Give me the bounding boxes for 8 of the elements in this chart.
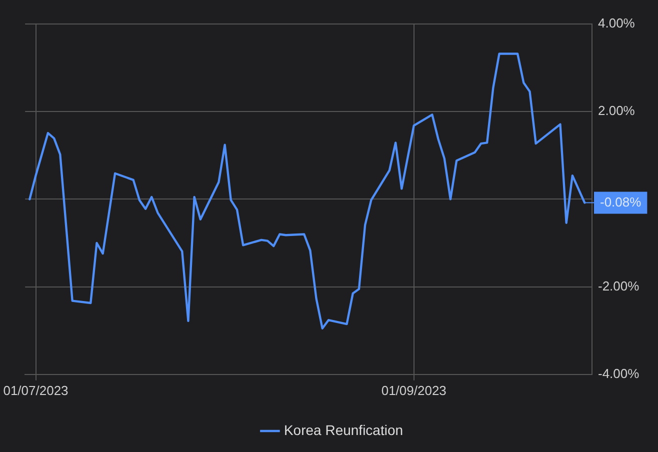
annotation: -0.08% <box>600 194 642 210</box>
legend-label: Korea Reunfication <box>284 422 404 438</box>
y-tick-label: -2.00% <box>598 278 640 294</box>
y-tick-label: -4.00% <box>598 366 640 381</box>
y-tick-label: 2.00% <box>598 103 636 118</box>
x-tick-label: 01/09/2023 <box>381 382 446 398</box>
x-tick-label: 01/07/2023 <box>3 382 68 398</box>
y-tick-label: 4.00% <box>598 16 636 31</box>
